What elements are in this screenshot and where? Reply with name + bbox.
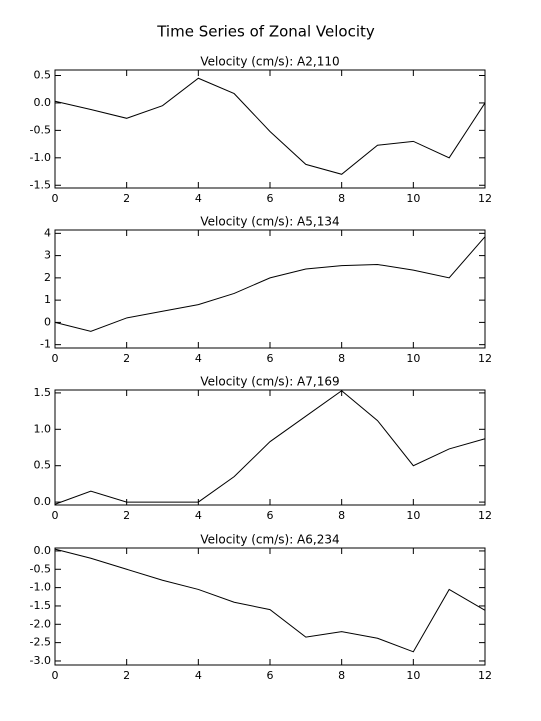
x-tick-label: 0	[52, 669, 59, 682]
data-line	[54, 548, 486, 653]
y-tick-label: 0.0	[34, 495, 52, 508]
x-tick-label: 12	[478, 669, 492, 682]
x-tick-label: 10	[406, 509, 420, 522]
x-tick-label: 2	[123, 352, 130, 365]
x-tick-label: 10	[406, 352, 420, 365]
data-line	[54, 236, 486, 332]
x-tick-label: 4	[195, 192, 202, 205]
data-line	[54, 77, 486, 175]
x-tick-label: 8	[338, 509, 345, 522]
x-tick-label: 12	[478, 352, 492, 365]
x-tick-label: 6	[267, 352, 274, 365]
y-tick-label: -0.5	[30, 562, 51, 575]
y-tick-label: -3.0	[30, 654, 51, 667]
y-tick-label: -2.0	[30, 617, 51, 630]
y-tick-label: -1.5	[30, 178, 51, 191]
x-tick-label: 2	[123, 509, 130, 522]
x-tick-label: 10	[406, 192, 420, 205]
x-tick-label: 0	[52, 509, 59, 522]
panel-title: Velocity (cm/s): A6,234	[200, 533, 339, 547]
y-tick-label: 2	[44, 271, 51, 284]
y-tick-label: -1.0	[30, 581, 51, 594]
x-tick-label: 4	[195, 352, 202, 365]
panel-title: Velocity (cm/s): A7,169	[200, 375, 339, 389]
y-tick-label: -0.5	[30, 123, 51, 136]
y-tick-label: 0.0	[34, 544, 52, 557]
y-tick-label: 0.5	[34, 68, 52, 81]
panel-title: Velocity (cm/s): A5,134	[200, 215, 339, 229]
x-tick-label: 6	[267, 192, 274, 205]
page-title: Time Series of Zonal Velocity	[156, 23, 375, 41]
y-tick-label: -1.5	[30, 599, 51, 612]
y-tick-label: -1.0	[30, 151, 51, 164]
y-tick-label: 4	[44, 226, 51, 239]
x-tick-label: 8	[338, 669, 345, 682]
data-line	[54, 390, 486, 505]
x-tick-label: 10	[406, 669, 420, 682]
x-tick-label: 0	[52, 192, 59, 205]
panel-title: Velocity (cm/s): A2,110	[200, 55, 339, 69]
x-tick-label: 4	[195, 669, 202, 682]
y-tick-label: 1	[44, 293, 51, 306]
y-tick-label: -2.5	[30, 636, 51, 649]
y-tick-label: 0	[44, 315, 51, 328]
x-tick-label: 6	[267, 509, 274, 522]
x-tick-label: 12	[478, 509, 492, 522]
y-tick-label: -1	[40, 338, 51, 351]
x-tick-label: 4	[195, 509, 202, 522]
x-tick-label: 8	[338, 192, 345, 205]
x-tick-label: 6	[267, 669, 274, 682]
x-tick-label: 12	[478, 192, 492, 205]
y-tick-label: 3	[44, 249, 51, 262]
x-tick-label: 8	[338, 352, 345, 365]
y-tick-label: 0.5	[34, 459, 52, 472]
x-tick-label: 0	[52, 352, 59, 365]
x-tick-label: 2	[123, 669, 130, 682]
y-tick-label: 1.5	[34, 386, 52, 399]
y-tick-label: 0.0	[34, 96, 52, 109]
x-tick-label: 2	[123, 192, 130, 205]
y-tick-label: 1.0	[34, 422, 52, 435]
